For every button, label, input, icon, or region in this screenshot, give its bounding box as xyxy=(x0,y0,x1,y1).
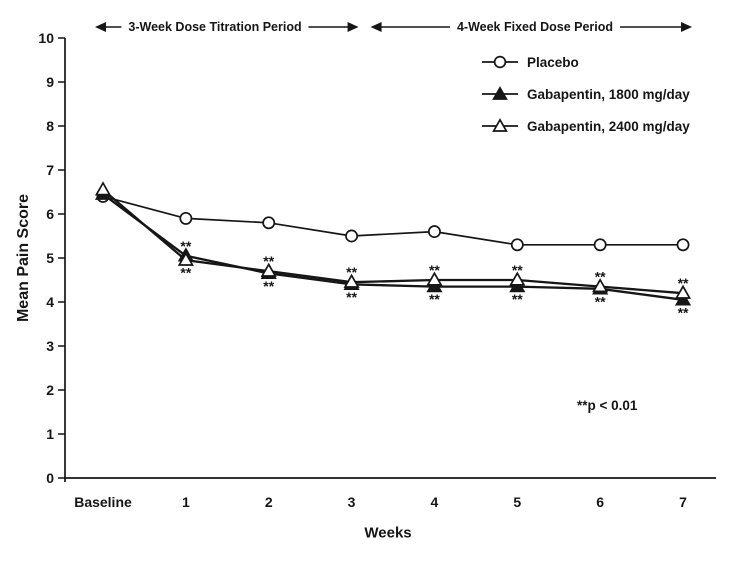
y-tick-label: 5 xyxy=(46,250,54,266)
open-triangle-marker xyxy=(426,271,443,286)
x-tick-label: 4 xyxy=(431,494,439,510)
open-triangle-marker xyxy=(260,262,277,277)
legend-label: Placebo xyxy=(527,54,579,70)
open-circle-marker xyxy=(262,216,276,230)
legend-label: Gabapentin, 2400 mg/day xyxy=(527,118,690,134)
x-axis-title: Weeks xyxy=(364,524,412,542)
significance-mark-below: ** xyxy=(180,265,191,281)
y-tick-label: 6 xyxy=(46,206,54,222)
open-circle-marker xyxy=(427,225,441,239)
open-triangle-marker xyxy=(674,284,692,299)
y-tick-label: 9 xyxy=(46,74,54,90)
y-tick-label: 4 xyxy=(46,294,54,310)
significance-mark-above: ** xyxy=(263,253,274,269)
legend-item-gabapentin-2400: Gabapentin, 2400 mg/day xyxy=(482,110,690,142)
significance-mark-above: ** xyxy=(429,262,440,278)
open-triangle-marker xyxy=(177,251,194,266)
significance-mark-below: ** xyxy=(429,291,440,307)
y-tick-label: 0 xyxy=(46,470,54,486)
fixed-period-label: 4-Week Fixed Dose Period xyxy=(449,20,621,34)
open-circle-marker xyxy=(676,238,690,252)
significance-mark-above: ** xyxy=(678,275,689,291)
x-tick-label: 7 xyxy=(679,494,687,510)
significance-mark-below: ** xyxy=(678,304,689,320)
x-tick-label: 5 xyxy=(513,494,521,510)
x-tick-label: 1 xyxy=(182,494,190,510)
x-tick-label: 6 xyxy=(596,494,604,510)
open-triangle-marker xyxy=(94,181,112,196)
open-circle-marker xyxy=(593,238,607,252)
arrow-left-icon xyxy=(95,22,106,32)
open-circle-icon xyxy=(482,55,518,69)
x-tick-label: 3 xyxy=(348,494,356,510)
series-line-filled-triangle xyxy=(102,193,684,301)
significance-mark-below: ** xyxy=(595,293,606,309)
significance-mark-above: ** xyxy=(346,264,357,280)
x-tick-label: 2 xyxy=(265,494,273,510)
open-triangle-icon xyxy=(482,118,518,132)
series-line-open-triangle xyxy=(102,188,684,295)
arrow-right-icon xyxy=(681,22,693,32)
x-tick-label: Baseline xyxy=(74,494,132,510)
open-triangle-marker xyxy=(592,278,609,293)
y-axis-title: Mean Pain Score xyxy=(15,193,32,323)
open-circle-marker xyxy=(510,238,524,252)
arrow-left-icon xyxy=(370,22,382,32)
open-triangle-marker xyxy=(343,273,360,288)
y-tick-label: 7 xyxy=(46,162,54,178)
titration-period-label: 3-Week Dose Titration Period xyxy=(121,20,309,34)
legend-item-gabapentin-1800: Gabapentin, 1800 mg/day xyxy=(482,78,690,110)
legend-item-placebo: Placebo xyxy=(482,46,690,78)
significance-note: **p < 0.01 xyxy=(577,398,638,413)
y-tick-label: 3 xyxy=(46,338,54,354)
filled-triangle-icon xyxy=(482,86,518,100)
significance-mark-above: ** xyxy=(180,238,191,254)
y-tick-label: 1 xyxy=(46,426,54,442)
significance-mark-below: ** xyxy=(263,278,274,294)
open-triangle-marker xyxy=(509,271,526,286)
significance-mark-above: ** xyxy=(512,262,523,278)
series-line-open-circle xyxy=(102,195,684,246)
y-tick-label: 8 xyxy=(46,118,54,134)
y-tick-label: 10 xyxy=(38,30,54,46)
open-circle-marker xyxy=(345,229,359,243)
significance-mark-below: ** xyxy=(346,289,357,305)
legend: Placebo Gabapentin, 1800 mg/day Gabapent… xyxy=(482,46,690,142)
y-tick-label: 2 xyxy=(46,382,54,398)
arrow-right-icon xyxy=(347,22,359,32)
open-circle-marker xyxy=(179,211,193,225)
significance-mark-above: ** xyxy=(595,269,606,285)
significance-mark-below: ** xyxy=(512,291,523,307)
legend-label: Gabapentin, 1800 mg/day xyxy=(527,86,690,102)
